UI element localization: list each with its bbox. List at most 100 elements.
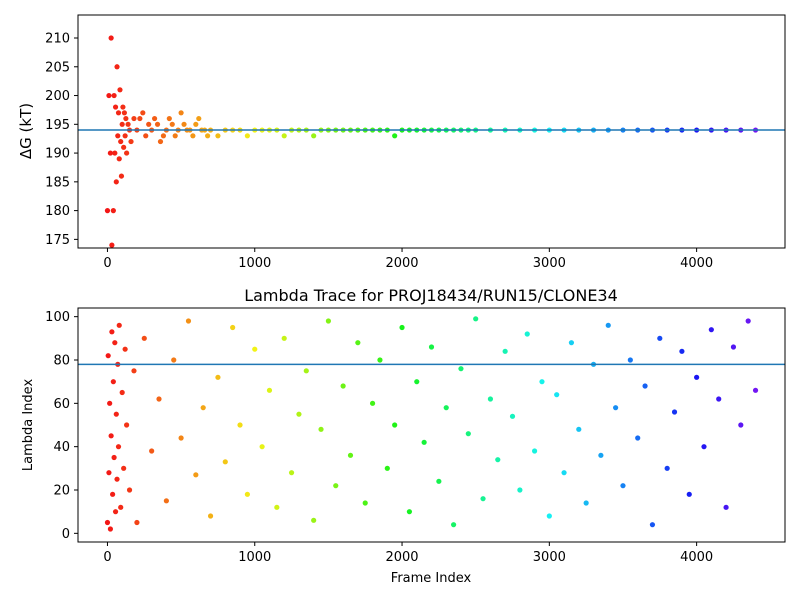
data-point	[694, 374, 700, 380]
data-point	[119, 389, 125, 396]
data-point	[311, 517, 317, 523]
data-point	[126, 487, 133, 493]
data-point	[118, 504, 124, 510]
data-point	[539, 379, 545, 385]
data-point	[436, 478, 442, 484]
data-point	[546, 513, 552, 519]
data-point	[120, 104, 126, 110]
data-point	[178, 435, 184, 441]
top-y-axis-label: ΔG (kT)	[17, 103, 35, 159]
data-point	[296, 411, 302, 417]
y-tick-label: 195	[45, 118, 70, 133]
top-x-ticks: 0 1000 2000 3000 4000	[103, 248, 713, 271]
data-point	[215, 133, 221, 139]
x-tick-label: 3000	[533, 550, 566, 565]
data-point	[112, 509, 119, 515]
data-point	[115, 444, 122, 450]
data-point	[369, 400, 376, 406]
top-axes-frame	[77, 14, 786, 249]
y-tick-label: 0	[62, 527, 70, 542]
data-point	[517, 487, 523, 493]
data-point	[613, 405, 619, 411]
data-point	[657, 335, 663, 341]
data-point	[110, 491, 116, 497]
data-point	[230, 324, 236, 331]
x-tick-label: 1000	[238, 256, 271, 271]
bottom-x-ticks: 0 1000 2000 3000 4000	[103, 542, 713, 565]
x-tick-label: 4000	[680, 256, 713, 271]
y-tick-label: 60	[53, 397, 70, 412]
data-point	[281, 133, 287, 139]
data-point	[244, 491, 250, 497]
data-point	[114, 64, 120, 70]
data-point	[752, 387, 759, 393]
data-point	[107, 526, 113, 532]
data-point	[561, 470, 567, 476]
data-point	[524, 331, 530, 337]
data-point	[107, 400, 113, 406]
data-point	[333, 483, 339, 489]
data-point	[149, 448, 155, 454]
data-point	[207, 513, 214, 519]
data-point	[128, 138, 134, 145]
data-point	[362, 500, 368, 506]
data-point	[554, 392, 560, 398]
data-point	[172, 133, 178, 139]
data-point	[708, 327, 714, 333]
data-point	[115, 133, 121, 139]
data-point	[671, 409, 678, 415]
bottom-chart-title: Lambda Trace for PROJ18434/RUN15/CLONE34	[244, 286, 618, 305]
data-point	[116, 322, 122, 328]
data-point	[716, 396, 722, 402]
data-point	[605, 322, 611, 328]
data-point	[115, 110, 122, 116]
x-tick-label: 2000	[385, 256, 418, 271]
data-point	[281, 335, 287, 341]
data-point	[576, 426, 582, 432]
data-point	[137, 115, 143, 122]
data-point	[113, 179, 119, 185]
data-point	[105, 353, 111, 359]
data-point	[318, 426, 324, 432]
data-point	[480, 496, 486, 502]
data-point	[140, 110, 146, 116]
data-point	[154, 121, 161, 127]
data-point	[649, 522, 656, 528]
data-point	[392, 133, 398, 139]
data-point	[124, 422, 130, 428]
data-point	[121, 144, 127, 150]
data-point	[111, 92, 117, 99]
data-point	[244, 133, 250, 139]
data-point	[495, 457, 501, 463]
data-point	[686, 491, 692, 497]
data-point	[222, 459, 228, 465]
x-tick-label: 1000	[238, 550, 271, 565]
data-point	[116, 156, 122, 162]
data-point	[311, 133, 317, 139]
data-point	[119, 121, 125, 127]
data-point	[568, 340, 575, 346]
data-point	[118, 138, 124, 145]
data-point	[266, 387, 273, 393]
data-point	[106, 470, 112, 476]
data-point	[200, 405, 206, 411]
x-tick-label: 3000	[533, 256, 566, 271]
y-tick-label: 210	[45, 32, 70, 47]
data-point	[107, 150, 113, 156]
data-point	[178, 110, 184, 116]
y-tick-label: 190	[45, 147, 70, 162]
data-point	[205, 133, 211, 139]
data-point	[406, 509, 413, 515]
y-tick-label: 175	[45, 233, 70, 248]
data-point	[377, 357, 383, 363]
top-y-ticks: 175 180 185 190 195 200 205 210	[45, 32, 78, 248]
data-point	[598, 452, 604, 458]
data-point	[443, 405, 449, 411]
data-point	[111, 454, 117, 461]
data-point	[325, 318, 331, 324]
data-point	[428, 344, 435, 350]
data-point	[131, 115, 137, 122]
data-point	[190, 133, 196, 139]
data-point	[642, 383, 648, 389]
